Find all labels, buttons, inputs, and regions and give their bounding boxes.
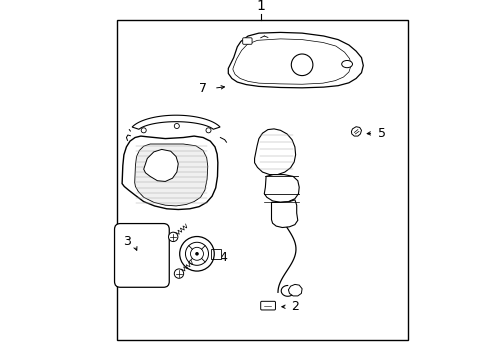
Text: 6: 6 [170, 164, 178, 177]
Circle shape [179, 237, 214, 271]
Bar [117, 20, 407, 340]
Text: 7: 7 [198, 82, 206, 95]
Polygon shape [143, 149, 178, 181]
Polygon shape [132, 115, 220, 129]
Text: 2: 2 [291, 300, 299, 313]
Polygon shape [228, 32, 363, 88]
Polygon shape [122, 136, 218, 210]
Circle shape [168, 232, 178, 242]
Polygon shape [288, 284, 302, 296]
Polygon shape [264, 175, 299, 202]
Polygon shape [351, 127, 361, 136]
Text: 5: 5 [377, 127, 385, 140]
FancyBboxPatch shape [114, 224, 169, 287]
Polygon shape [254, 129, 295, 175]
Ellipse shape [341, 60, 352, 68]
Text: 1: 1 [256, 0, 264, 13]
Text: 3: 3 [123, 235, 131, 248]
FancyBboxPatch shape [260, 301, 275, 310]
Polygon shape [134, 144, 207, 206]
Text: 4: 4 [219, 251, 227, 264]
Circle shape [195, 252, 199, 256]
FancyBboxPatch shape [211, 249, 220, 259]
Circle shape [174, 269, 183, 278]
FancyBboxPatch shape [242, 38, 251, 44]
Polygon shape [271, 200, 297, 228]
